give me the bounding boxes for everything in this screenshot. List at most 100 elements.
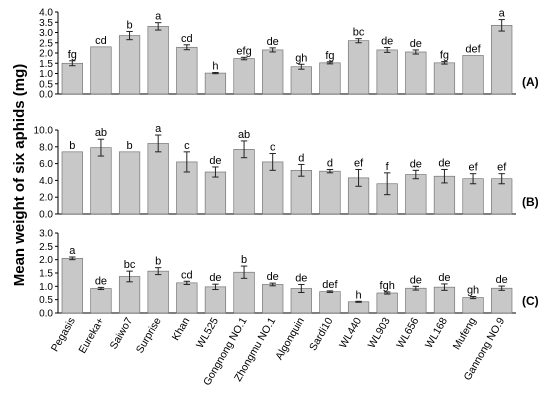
significance-letter: cd xyxy=(181,269,193,281)
significance-letter: b xyxy=(241,254,247,266)
bar-pegasis xyxy=(61,62,83,95)
y-tick-label: 2.5 xyxy=(39,38,53,49)
bar-eureka- xyxy=(90,46,112,95)
chart-panel-1: 0.00.51.01.52.02.53.03.54.0 fg cd b a cd h efg d… xyxy=(39,8,539,101)
x-tick-label: WL168 xyxy=(423,315,450,350)
x-tick-label: Sardi10 xyxy=(307,315,336,352)
significance-letter: b xyxy=(155,256,161,268)
significance-letter: h xyxy=(212,60,218,72)
bar-surprise xyxy=(147,270,169,314)
x-tick-label: Pegasis xyxy=(49,316,78,354)
bar-algonquin xyxy=(290,66,312,95)
significance-letter: d xyxy=(327,157,333,169)
significance-letter: b xyxy=(69,140,75,152)
significance-letter: ab xyxy=(95,127,107,139)
significance-letter: de xyxy=(410,274,422,286)
x-tick-label: Algonquin xyxy=(273,315,307,362)
bar-wl903 xyxy=(376,292,398,314)
y-tick-label: 2.5 xyxy=(39,242,53,253)
bar-khan xyxy=(176,46,198,95)
significance-letter: c xyxy=(270,142,276,154)
panel-label: (A) xyxy=(522,75,539,89)
bar-saiwo7 xyxy=(118,151,141,215)
bar-khan xyxy=(176,282,198,314)
x-tick-label: WL440 xyxy=(337,315,364,350)
y-tick-label: 3.0 xyxy=(39,229,53,240)
bar-wl168 xyxy=(433,62,456,95)
y-tick-label: 0.5 xyxy=(39,295,53,306)
bar-pegasis xyxy=(61,258,83,314)
significance-letter: gh xyxy=(467,284,479,296)
y-tick-label: 2.0 xyxy=(39,49,53,60)
significance-letter: cd xyxy=(181,33,193,45)
y-tick-label: 1.0 xyxy=(39,69,53,80)
bar-wl440 xyxy=(347,40,370,95)
significance-letter: de xyxy=(410,158,422,170)
significance-letter: de xyxy=(295,272,307,284)
y-tick-label: 0.0 xyxy=(39,309,53,320)
significance-letter: a xyxy=(499,8,506,20)
y-tick-label: 0.0 xyxy=(39,210,53,221)
significance-letter: bc xyxy=(124,259,136,271)
significance-letter: de xyxy=(209,272,221,284)
x-tick-label: Saiwo7 xyxy=(108,315,136,351)
chart-panel-2: 0.0 2.0 4.0 6.0 8.0 10.0 b ab b a c de ab c d d ef f de de e… xyxy=(34,123,539,220)
significance-letter: de xyxy=(209,155,221,167)
significance-letter: h xyxy=(356,289,362,301)
bar-pegasis xyxy=(61,151,83,215)
significance-letter: fg xyxy=(325,50,334,62)
panel-label: (C) xyxy=(522,294,539,308)
y-tick-label: 10.0 xyxy=(34,126,54,137)
y-tick-label: 8.0 xyxy=(39,142,53,153)
bar-wl168 xyxy=(433,286,456,314)
bar-wl656 xyxy=(405,51,427,95)
bar-sardi10 xyxy=(319,170,341,215)
chart-panel-3: 0.0 0.5 1.0 1.5 2.0 2.5 3.0 a de bc b cd de b de de def h… xyxy=(39,229,539,388)
bar-sardi10 xyxy=(319,291,341,314)
significance-letter: a xyxy=(155,123,162,135)
y-tick-label: 3.5 xyxy=(39,18,53,29)
significance-letter: ef xyxy=(354,157,364,169)
bar-wl525 xyxy=(204,171,227,215)
significance-letter: cd xyxy=(95,35,107,47)
significance-letter: b xyxy=(127,19,133,31)
significance-letter: ef xyxy=(468,162,478,174)
bar-zhongmu-no-1 xyxy=(262,284,284,314)
significance-letter: de xyxy=(438,272,450,284)
x-tick-label: Khan xyxy=(170,315,193,342)
x-tick-label: Surprise xyxy=(134,315,164,355)
significance-letter: de xyxy=(95,275,107,287)
significance-letter: fgh xyxy=(380,280,395,292)
bar-surprise xyxy=(147,143,169,215)
panel-label: (B) xyxy=(522,195,539,209)
significance-letter: def xyxy=(465,43,481,55)
bar-gongnong-no-1 xyxy=(233,58,255,95)
bar-wl656 xyxy=(405,174,427,215)
y-tick-label: 2.0 xyxy=(39,193,53,204)
significance-letter: bc xyxy=(353,27,365,39)
significance-letter: de xyxy=(410,38,422,50)
significance-letter: f xyxy=(386,161,390,173)
bar-eureka- xyxy=(90,288,112,314)
bar-eureka- xyxy=(90,147,112,215)
bar-gongnong-no-1 xyxy=(233,149,255,215)
bar-wl525 xyxy=(204,286,227,314)
significance-letter: efg xyxy=(236,45,251,57)
x-tick-label: WL656 xyxy=(394,315,421,350)
y-tick-label: 1.5 xyxy=(39,269,53,280)
y-tick-label: 4.0 xyxy=(39,176,53,187)
bar-algonquin xyxy=(290,170,312,215)
significance-letter: a xyxy=(69,245,76,257)
x-tick-label: WL525 xyxy=(194,315,221,350)
y-tick-label: 4.0 xyxy=(39,8,53,19)
significance-letter: de xyxy=(496,274,508,286)
y-tick-label: 1.5 xyxy=(39,59,53,70)
bar-wl656 xyxy=(405,287,427,314)
x-tick-label: Mufeng xyxy=(451,315,479,351)
significance-letter: ef xyxy=(497,162,507,174)
bar-sardi10 xyxy=(319,62,341,95)
significance-letter: de xyxy=(381,35,393,47)
significance-letter: de xyxy=(267,36,279,48)
y-tick-label: 1.0 xyxy=(39,282,53,293)
